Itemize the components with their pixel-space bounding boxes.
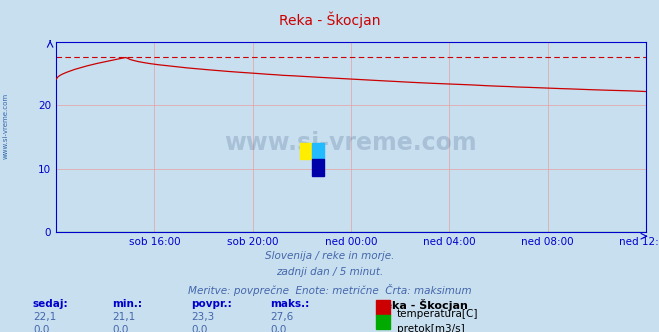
Text: www.si-vreme.com: www.si-vreme.com xyxy=(225,131,477,155)
Text: Slovenija / reke in morje.: Slovenija / reke in morje. xyxy=(265,251,394,261)
Text: temperatura[C]: temperatura[C] xyxy=(397,309,478,319)
Text: povpr.:: povpr.: xyxy=(191,299,232,309)
Text: Reka - Škocjan: Reka - Škocjan xyxy=(279,12,380,28)
Text: pretok[m3/s]: pretok[m3/s] xyxy=(397,324,465,332)
Text: zadnji dan / 5 minut.: zadnji dan / 5 minut. xyxy=(276,267,383,277)
Text: www.si-vreme.com: www.si-vreme.com xyxy=(2,93,9,159)
Text: 23,3: 23,3 xyxy=(191,312,214,322)
Text: 27,6: 27,6 xyxy=(270,312,293,322)
Text: Meritve: povprečne  Enote: metrične  Črta: maksimum: Meritve: povprečne Enote: metrične Črta:… xyxy=(188,284,471,296)
Text: 21,1: 21,1 xyxy=(112,312,135,322)
Text: maks.:: maks.: xyxy=(270,299,310,309)
Text: 0,0: 0,0 xyxy=(270,325,287,332)
Text: min.:: min.: xyxy=(112,299,142,309)
Text: 0,0: 0,0 xyxy=(33,325,49,332)
Text: 22,1: 22,1 xyxy=(33,312,56,322)
Text: 0,0: 0,0 xyxy=(112,325,129,332)
Text: Reka - Škocjan: Reka - Škocjan xyxy=(376,299,467,311)
Text: 0,0: 0,0 xyxy=(191,325,208,332)
Text: sedaj:: sedaj: xyxy=(33,299,69,309)
